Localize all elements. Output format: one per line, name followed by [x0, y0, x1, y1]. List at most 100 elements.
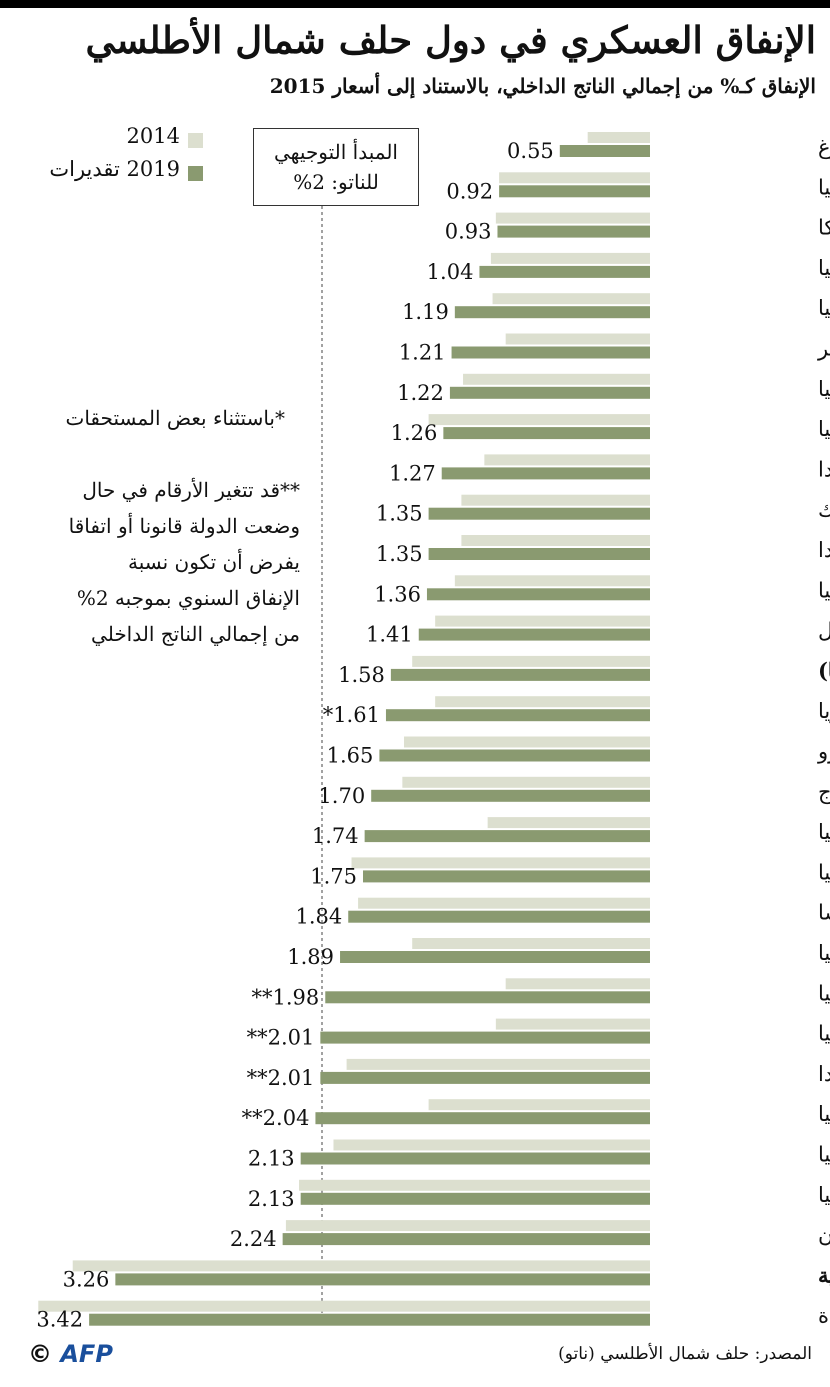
value-label: 2.24 — [230, 1227, 277, 1251]
bar-2019 — [300, 1192, 650, 1205]
value-label: 1.58 — [338, 663, 385, 687]
bar-2019 — [443, 427, 650, 440]
bar-2019 — [418, 628, 650, 641]
guideline-box: المبدأ التوجيهي للناتو: 2% — [253, 128, 419, 206]
bar-2019 — [371, 789, 650, 802]
bar-2019 — [320, 1071, 650, 1084]
value-label: **2.04 — [242, 1106, 310, 1130]
value-label: 1.35 — [376, 502, 423, 526]
value-label: 0.92 — [446, 179, 493, 203]
bar-2019 — [428, 548, 650, 560]
value-label: 1.41 — [366, 623, 413, 647]
category-label: رومانيا — [818, 1102, 830, 1127]
bar-2014 — [499, 172, 650, 184]
footnote-line: الإنفاق السنوي بموجبه 2% — [76, 586, 300, 610]
category-label: المجر — [817, 337, 830, 362]
afp-logo-text: AFP — [60, 1340, 113, 1368]
category-label: تركيا — [818, 941, 830, 966]
bar-2019 — [499, 185, 650, 198]
bar-2014 — [492, 293, 650, 305]
value-label: 1.22 — [397, 381, 444, 405]
bar-2014 — [346, 1058, 650, 1070]
value-label: 3.42 — [36, 1308, 83, 1332]
category-label: بلغاريا — [818, 699, 830, 724]
page-subtitle: الإنفاق كـ% من إجمالي الناتج الداخلي، با… — [269, 74, 816, 98]
value-label: 1.35 — [376, 542, 423, 566]
category-label: اليونان — [818, 1223, 830, 1248]
bar-2014 — [351, 857, 650, 869]
bar-2019 — [454, 306, 650, 319]
bar-2019 — [348, 910, 650, 923]
category-label: ألمانيا — [818, 575, 830, 602]
bar-2019 — [497, 225, 650, 238]
value-label: **1.98 — [252, 985, 320, 1009]
copyright-symbol: © — [28, 1340, 52, 1368]
bar-2014 — [358, 897, 650, 909]
legend-swatch-2014 — [188, 133, 203, 148]
bar-2019 — [449, 386, 650, 399]
bar-2019 — [379, 749, 650, 762]
bar-2014 — [402, 776, 650, 788]
category-label: النروج — [818, 780, 830, 805]
value-label: 1.04 — [427, 260, 474, 284]
bar-2014 — [404, 736, 650, 748]
bar-2014 — [463, 373, 650, 385]
category-label: لاتفيا — [818, 1022, 830, 1046]
bar-2014 — [412, 655, 650, 667]
bar-2014 — [495, 1018, 650, 1030]
footnote-line: من إجمالي الناتج الداخلي — [91, 622, 300, 646]
category-label: بلجيكا — [818, 216, 830, 240]
value-label: 1.27 — [389, 461, 436, 485]
value-label: 1.26 — [391, 421, 438, 445]
category-label: إسبانيا — [818, 175, 830, 200]
bar-2014 — [428, 1099, 650, 1111]
value-label: 1.19 — [402, 300, 449, 324]
bar-2014 — [428, 414, 650, 426]
category-label: سلوفاكيا — [818, 820, 830, 845]
value-label: 1.74 — [312, 824, 359, 848]
bar-2014 — [461, 494, 650, 506]
category-label: هولندا — [818, 538, 830, 563]
bar-2019 — [479, 265, 650, 278]
bar-2014 — [495, 212, 650, 224]
footnote-line: يفرض أن تكون نسبة — [127, 550, 300, 574]
top-bar — [0, 0, 830, 8]
bar-2014 — [435, 696, 650, 708]
category-label: ليتوانيا — [818, 981, 830, 1006]
category-label: الدنمارك — [818, 498, 830, 523]
bar-2019 — [315, 1112, 650, 1125]
value-label: 1.84 — [295, 905, 342, 929]
category-label: إستونيا — [818, 1143, 830, 1168]
bar-2014 — [72, 1260, 651, 1272]
footnote-single-star: *باستثناء بعض المستحقات — [65, 406, 286, 430]
bar-2019 — [89, 1313, 651, 1326]
guideline-line1: المبدأ التوجيهي — [274, 140, 398, 164]
legend-label-2019: 2019 تقديرات — [49, 157, 180, 181]
legend-label-2014: 2014 — [126, 124, 180, 148]
category-label: ألبانيا — [818, 414, 830, 441]
bar-2014 — [487, 817, 650, 829]
source-note: المصدر: حلف شمال الأطلسي (ناتو) — [558, 1344, 812, 1364]
legend-swatch-2019 — [188, 166, 203, 181]
category-label: الولايات المتحدة — [818, 1304, 830, 1329]
bar-2014 — [38, 1300, 650, 1312]
category-label: لوكسمبورغ — [818, 135, 830, 160]
value-label: 1.75 — [310, 864, 357, 888]
footnote-double-star: **قد تتغير الأرقام في حال وضعت الدولة قا… — [69, 472, 300, 652]
value-label: 1.21 — [399, 341, 446, 365]
value-label: 0.93 — [445, 220, 492, 244]
value-label: 3.26 — [63, 1267, 110, 1291]
page-title: الإنفاق العسكري في دول حلف شمال الأطلسي — [85, 18, 816, 62]
bar-2014 — [490, 252, 650, 264]
value-label: 1.89 — [287, 945, 334, 969]
bar-2019 — [115, 1273, 651, 1286]
category-label: تشيكيا — [818, 296, 830, 320]
value-label: 2.13 — [248, 1187, 295, 1211]
category-label: سلوفينيا — [818, 256, 830, 281]
bar-2019 — [364, 830, 650, 843]
bar-2019 — [320, 1031, 650, 1044]
footnote-line: **قد تتغير الأرقام في حال — [82, 478, 300, 502]
bar-2019 — [426, 588, 650, 601]
bar-2014 — [435, 615, 650, 627]
